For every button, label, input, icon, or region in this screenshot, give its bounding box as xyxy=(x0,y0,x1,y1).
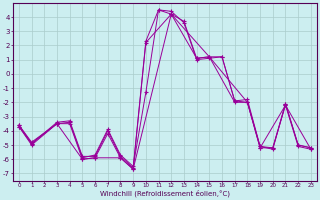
X-axis label: Windchill (Refroidissement éolien,°C): Windchill (Refroidissement éolien,°C) xyxy=(100,190,230,197)
